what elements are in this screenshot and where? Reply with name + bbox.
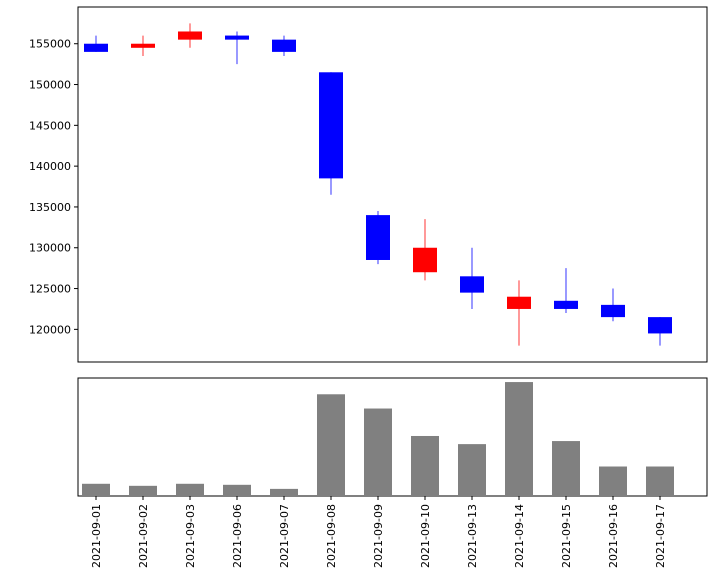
candle-body — [460, 276, 484, 293]
candle — [319, 72, 343, 195]
y-tick-label: 135000 — [29, 201, 71, 214]
candle-body — [178, 31, 202, 40]
price-plot-area — [77, 6, 708, 363]
candle-body — [648, 317, 672, 334]
y-tick-label: 125000 — [29, 283, 71, 296]
price-y-axis: 120000 125000 130000 135000 140000 145000 1500… — [29, 38, 78, 336]
candle — [601, 288, 625, 322]
candle — [225, 31, 249, 65]
x-tick-label: 2021-09-02 — [137, 504, 150, 568]
x-tick-label: 2021-09-07 — [278, 504, 291, 568]
candle — [507, 280, 531, 346]
volume-bar — [82, 483, 110, 496]
y-tick-label: 155000 — [29, 38, 71, 51]
volume-bar — [129, 485, 157, 496]
candle — [178, 23, 202, 48]
candle — [131, 35, 155, 56]
date-x-axis: 2021-09-01 2021-09-02 2021-09-03 2021-09-06… — [90, 496, 667, 568]
candle-body — [319, 72, 343, 179]
y-tick-label: 150000 — [29, 79, 71, 92]
candle-body — [601, 304, 625, 318]
volume-bar — [411, 435, 439, 496]
y-tick-label: 120000 — [29, 323, 71, 336]
y-tick-label: 140000 — [29, 160, 71, 173]
x-tick-label: 2021-09-16 — [607, 504, 620, 568]
volume-bar — [270, 488, 298, 496]
candlestick-series — [84, 23, 672, 346]
candle-body — [272, 39, 296, 52]
y-tick-label: 130000 — [29, 242, 71, 255]
volume-bar — [505, 382, 533, 496]
y-tick-label: 145000 — [29, 119, 71, 132]
candle — [460, 247, 484, 309]
candle — [272, 35, 296, 56]
candle — [554, 268, 578, 314]
candle-body — [84, 43, 108, 52]
volume-bar — [646, 466, 674, 496]
x-tick-label: 2021-09-03 — [184, 504, 197, 568]
volume-bar — [223, 484, 251, 496]
candle-body — [131, 43, 155, 48]
candle-body — [413, 247, 437, 273]
volume-bar — [599, 466, 627, 496]
x-tick-label: 2021-09-13 — [466, 504, 479, 568]
x-tick-label: 2021-09-14 — [513, 504, 526, 568]
x-tick-label: 2021-09-08 — [325, 504, 338, 568]
volume-bar — [364, 408, 392, 496]
x-tick-label: 2021-09-06 — [231, 504, 244, 568]
x-tick-label: 2021-09-01 — [90, 504, 103, 568]
x-tick-label: 2021-09-10 — [419, 504, 432, 568]
candle — [648, 317, 672, 346]
candle-body — [225, 35, 249, 40]
candle-body — [366, 215, 390, 260]
x-tick-label: 2021-09-09 — [372, 504, 385, 568]
volume-bar — [176, 483, 204, 496]
price-panel: 120000 125000 130000 135000 140000 145000 1500… — [29, 6, 708, 363]
candle — [413, 219, 437, 281]
candle-body — [554, 300, 578, 309]
candle-body — [507, 296, 531, 309]
candle — [84, 35, 108, 52]
volume-bar-series — [82, 382, 674, 496]
x-tick-label: 2021-09-15 — [560, 504, 573, 568]
volume-bar — [458, 444, 486, 496]
candle — [366, 211, 390, 265]
volume-panel: 2021-09-01 2021-09-02 2021-09-03 2021-09-06… — [77, 377, 708, 568]
volume-bar — [552, 441, 580, 496]
x-tick-label: 2021-09-17 — [654, 504, 667, 568]
volume-bar — [317, 394, 345, 496]
